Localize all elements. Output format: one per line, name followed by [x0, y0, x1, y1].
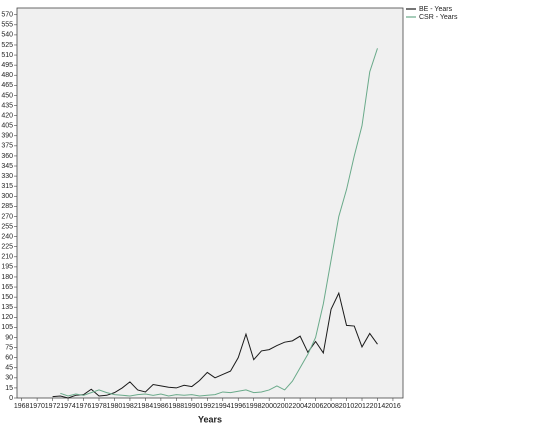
y-tick-label: 360: [1, 153, 13, 160]
y-tick-label: 0: [9, 395, 13, 402]
y-tick-label: 570: [1, 12, 13, 19]
y-tick-label: 15: [5, 385, 13, 392]
y-tick-label: 330: [1, 173, 13, 180]
x-tick-label: 1974: [60, 403, 76, 410]
x-tick-label: 2004: [292, 403, 308, 410]
y-tick-label: 75: [5, 344, 13, 351]
y-tick-label: 435: [1, 102, 13, 109]
y-tick-label: 30: [5, 375, 13, 382]
x-tick-label: 1996: [230, 403, 246, 410]
y-tick-label: 90: [5, 334, 13, 341]
y-tick-label: 480: [1, 72, 13, 79]
y-tick-label: 45: [5, 365, 13, 372]
y-tick-label: 210: [1, 254, 13, 261]
y-tick-label: 285: [1, 203, 13, 210]
y-tick-label: 525: [1, 42, 13, 49]
x-tick-label: 1968: [14, 403, 30, 410]
plot-area: [16, 7, 404, 399]
x-tick-label: 2008: [323, 403, 339, 410]
y-tick-label: 540: [1, 32, 13, 39]
x-tick-label: 1988: [169, 403, 185, 410]
legend-label: BE - Years: [419, 6, 453, 13]
y-tick-label: 105: [1, 324, 13, 331]
series-line: [60, 48, 378, 397]
x-tick-label: 2006: [308, 403, 324, 410]
x-tick-label: 2000: [261, 403, 277, 410]
y-tick-label: 495: [1, 62, 13, 69]
x-axis-title: Years: [198, 414, 222, 424]
y-tick-label: 135: [1, 304, 13, 311]
legend-label: CSR - Years: [419, 14, 458, 21]
x-tick-label: 2016: [385, 403, 401, 410]
y-tick-label: 465: [1, 82, 13, 89]
x-tick-label: 2014: [370, 403, 386, 410]
y-tick-label: 300: [1, 193, 13, 200]
y-tick-label: 120: [1, 314, 13, 321]
y-tick-label: 60: [5, 354, 13, 361]
x-tick-label: 2012: [354, 403, 370, 410]
x-tick-label: 2002: [277, 403, 293, 410]
x-tick-label: 1982: [122, 403, 138, 410]
y-tick-label: 555: [1, 22, 13, 29]
y-tick-label: 240: [1, 233, 13, 240]
x-tick-label: 1992: [200, 403, 216, 410]
y-tick-label: 345: [1, 163, 13, 170]
y-tick-label: 315: [1, 183, 13, 190]
y-tick-label: 450: [1, 92, 13, 99]
series-line: [52, 291, 378, 399]
x-tick-label: 1990: [184, 403, 200, 410]
x-tick-label: 2010: [339, 403, 355, 410]
x-tick-label: 1976: [76, 403, 92, 410]
y-tick-label: 405: [1, 123, 13, 130]
y-tick-label: 165: [1, 284, 13, 291]
x-tick-label: 1970: [29, 403, 45, 410]
x-tick-label: 1978: [91, 403, 107, 410]
y-tick-label: 375: [1, 143, 13, 150]
x-tick-label: 1998: [246, 403, 262, 410]
y-tick-label: 255: [1, 223, 13, 230]
y-tick-label: 420: [1, 112, 13, 119]
y-tick-label: 270: [1, 213, 13, 220]
x-tick-label: 1972: [45, 403, 61, 410]
x-tick-label: 1984: [138, 403, 154, 410]
y-tick-label: 180: [1, 274, 13, 281]
y-tick-label: 150: [1, 294, 13, 301]
x-tick-label: 1994: [215, 403, 231, 410]
x-tick-label: 1986: [153, 403, 169, 410]
x-tick-label: 1980: [107, 403, 123, 410]
y-tick-label: 225: [1, 244, 13, 251]
y-tick-label: 390: [1, 133, 13, 140]
y-tick-label: 195: [1, 264, 13, 271]
y-tick-label: 510: [1, 52, 13, 59]
